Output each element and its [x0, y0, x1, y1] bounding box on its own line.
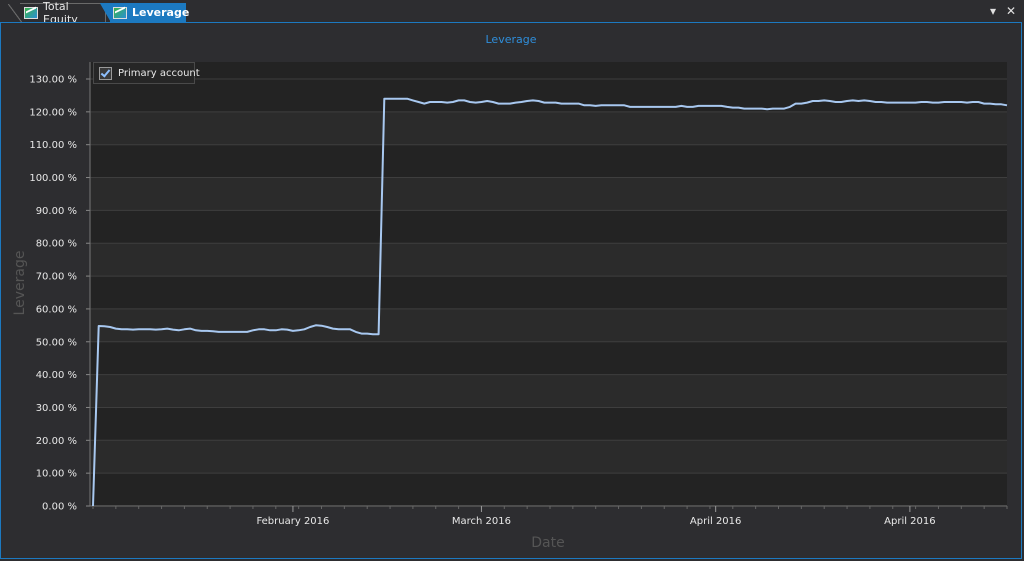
- y-tick-label: 110.00 %: [29, 140, 77, 151]
- x-tick-label: February 2016: [256, 516, 329, 527]
- y-tick-label: 50.00 %: [36, 337, 77, 348]
- grid-band: [90, 374, 1007, 408]
- checkbox-icon[interactable]: [99, 66, 112, 80]
- y-tick-label: 0.00 %: [42, 502, 77, 513]
- grid-band: [90, 111, 1007, 145]
- x-tick-label: March 2016: [452, 516, 511, 527]
- tab-leverage[interactable]: Leverage: [100, 3, 190, 22]
- y-tick-label: 10.00 %: [36, 469, 77, 480]
- tab-bar: Total Equity Leverage ▾ ✕: [0, 0, 1024, 26]
- y-tick-label: 90.00 %: [36, 206, 77, 217]
- y-tick-label: 120.00 %: [29, 107, 77, 118]
- y-tick-label: 130.00 %: [29, 75, 77, 86]
- tab-label: Leverage: [132, 6, 190, 19]
- chart-title: Leverage: [486, 33, 537, 46]
- y-axis-label: Leverage: [12, 251, 28, 316]
- grid-band: [90, 440, 1007, 474]
- series-line-primary-account: [92, 97, 1008, 507]
- x-axis-label: Date: [531, 535, 564, 551]
- dropdown-icon[interactable]: ▾: [990, 4, 997, 18]
- y-tick-label: 60.00 %: [36, 304, 77, 315]
- y-tick-label: 20.00 %: [36, 436, 77, 447]
- close-icon[interactable]: ✕: [1006, 4, 1017, 18]
- y-tick-label: 100.00 %: [29, 173, 77, 184]
- x-tick-label: April 2016: [690, 516, 741, 527]
- chart-icon: [113, 6, 127, 19]
- x-tick-label: April 2016: [884, 516, 935, 527]
- chart-icon: [24, 7, 38, 19]
- y-tick-label: 80.00 %: [36, 239, 77, 250]
- tab-total-equity[interactable]: Total Equity: [8, 0, 106, 26]
- legend-label: Primary account: [118, 67, 200, 79]
- grid-band: [90, 177, 1007, 211]
- grid-band: [90, 243, 1007, 277]
- y-tick-label: 40.00 %: [36, 370, 77, 381]
- legend: Primary account: [93, 62, 200, 84]
- y-tick-label: 30.00 %: [36, 403, 77, 414]
- y-tick-label: 70.00 %: [36, 272, 77, 283]
- grid-band: [90, 308, 1007, 342]
